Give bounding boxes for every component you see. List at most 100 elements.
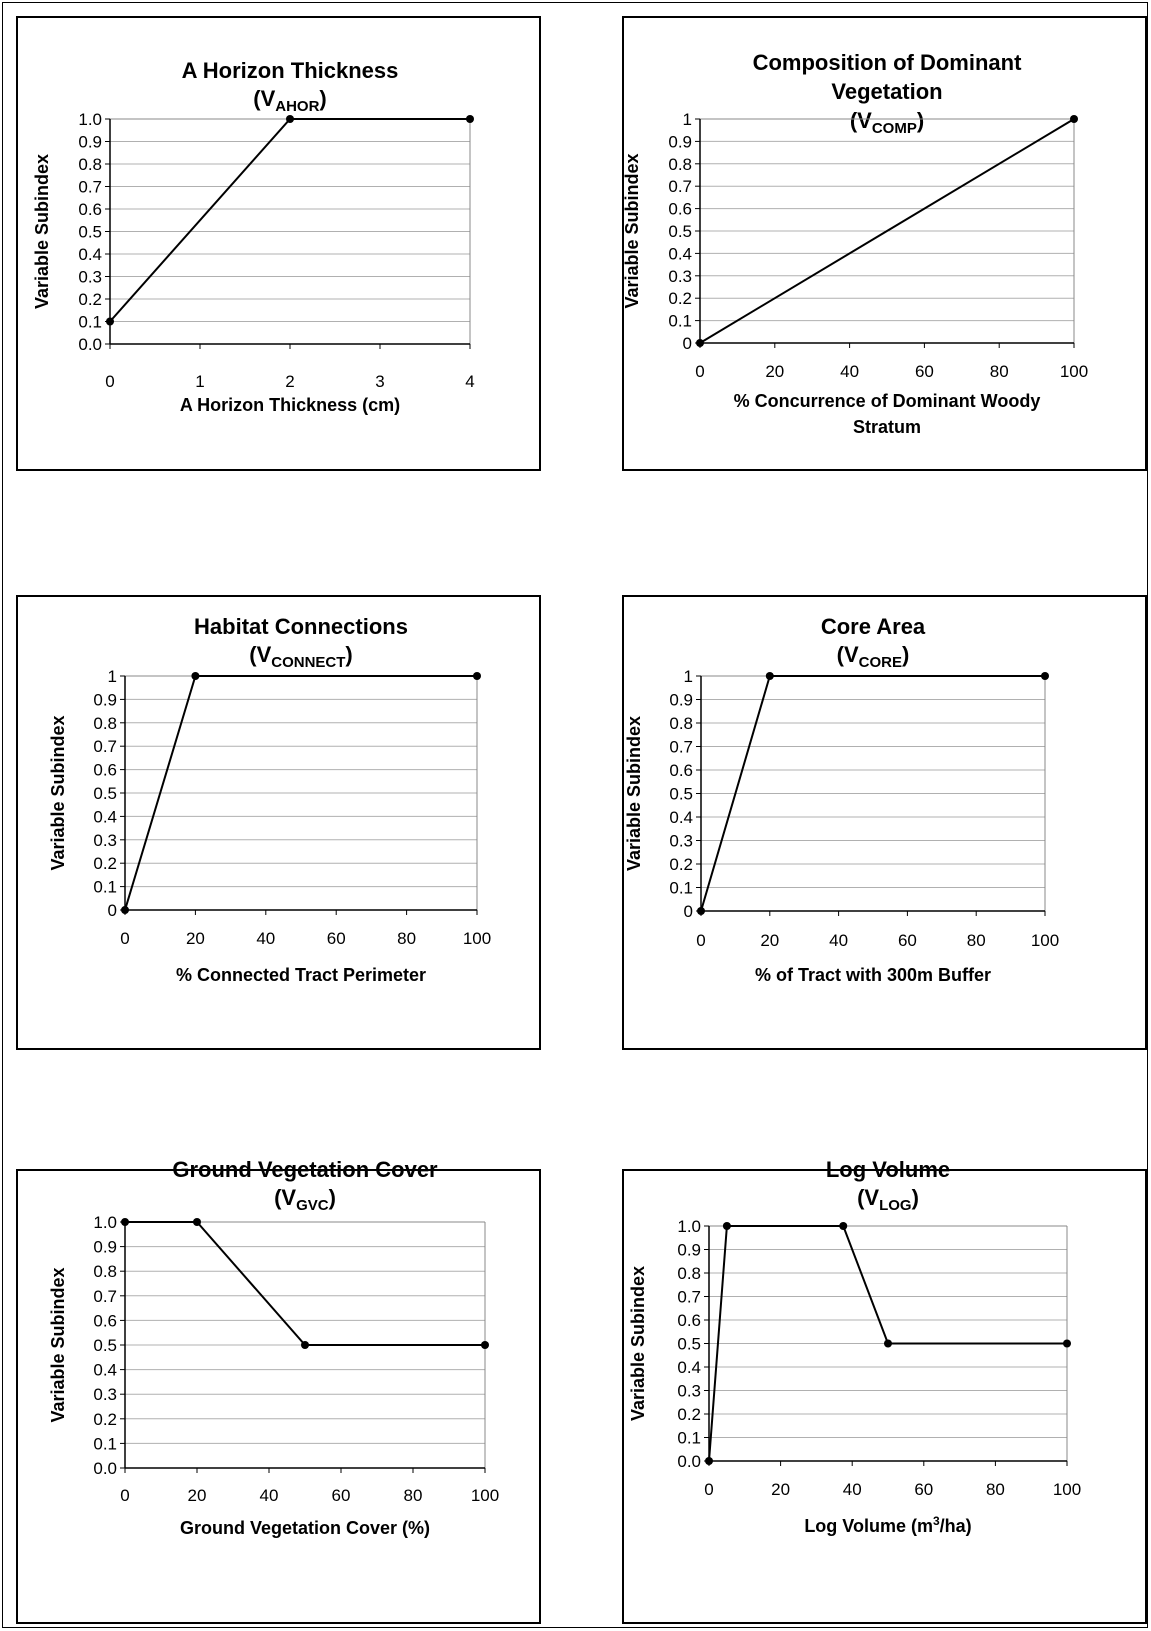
y-tick-label: 0.1 [78,313,102,332]
y-tick-label: 0.7 [93,737,117,756]
symbol-open: (V [850,108,872,133]
y-tick-label: 0 [683,334,692,353]
symbol-open: (V [837,642,859,667]
symbol-close: ) [902,642,909,667]
y-tick-label: 0.8 [93,714,117,733]
y-tick-label: 0.1 [669,879,693,898]
x-tick-label: 60 [914,1480,933,1499]
x-axis-label: % of Tract with 300m Buffer [755,965,991,985]
chart-title: Composition of Dominant [753,50,1023,75]
data-point [1041,672,1049,680]
y-axis-label: Variable Subindex [622,153,642,308]
y-tick-label: 0.2 [677,1405,701,1424]
y-tick-label: 0.5 [668,222,692,241]
x-tick-label: 3 [375,372,384,391]
y-tick-label: 0.7 [78,178,102,197]
data-point [884,1339,892,1348]
chart-title: Core Area [821,614,926,639]
symbol-subscript: AHOR [275,98,319,115]
y-tick-label: 0.7 [669,738,693,757]
y-tick-label: 0.0 [677,1452,701,1471]
x-tick-label: 40 [840,362,859,381]
data-point [466,115,474,123]
symbol-close: ) [917,108,924,133]
y-tick-label: 0.2 [93,854,117,873]
y-tick-label: 1 [683,110,692,129]
y-tick-label: 1 [684,667,693,686]
x-axis-label: A Horizon Thickness (cm) [180,395,400,415]
chart-svg: Habitat Connections (VCONNECT) 0 0.1 0.2 0.3 0… [48,614,491,985]
x-tick-label: 40 [829,931,848,950]
y-tick-label: 0.3 [93,831,117,850]
y-tick-label: 1.0 [93,1213,117,1232]
x-tick-label: 60 [327,929,346,948]
data-point [121,906,129,914]
symbol-close: ) [329,1185,336,1210]
chart-symbol: (VLOG) [857,1185,919,1214]
chart-panel-habitat-connections: Habitat Connections (VCONNECT) 0 0.1 0.2 0.3 0… [16,595,541,1050]
data-point [301,1341,309,1349]
y-tick-label: 0.0 [78,335,102,354]
x-tick-label: 0 [704,1480,713,1499]
y-tick-label: 0.9 [78,133,102,152]
y-tick-label: 0.1 [668,312,692,331]
symbol-open: (V [253,86,275,111]
y-tick-label: 0.8 [669,714,693,733]
chart-svg: Composition of Dominant Vegetation (VCOMP)… [622,50,1088,437]
symbol-open: (V [274,1185,296,1210]
chart-title: Vegetation [831,79,942,104]
y-tick-label: 0.3 [93,1385,117,1404]
x-tick-label: 80 [404,1486,423,1505]
y-tick-label: 0.4 [669,808,693,827]
x-tick-label: 60 [915,362,934,381]
y-tick-label: 0.4 [668,244,692,263]
symbol-subscript: CONNECT [271,654,345,671]
chart-panel-composition-dominant-vegetation: Composition of Dominant Vegetation (VCOMP)… [622,16,1147,471]
x-axis-label: % Concurrence of Dominant Woody [734,391,1041,411]
y-tick-label: 0 [684,902,693,921]
data-point [481,1341,489,1349]
y-tick-label: 0.8 [677,1264,701,1283]
data-point [286,115,294,123]
y-tick-label: 0.6 [93,761,117,780]
y-tick-label: 0.6 [668,200,692,219]
chart-title: A Horizon Thickness [182,58,399,83]
data-point [191,672,200,680]
data-point [705,1457,713,1465]
y-tick-label: 1.0 [78,110,102,129]
y-tick-label: 0.7 [93,1287,117,1306]
y-tick-label: 0.3 [677,1382,701,1401]
x-tick-label: 40 [260,1486,279,1505]
x-tick-label: 0 [695,362,704,381]
chart-svg: Core Area (VCORE) 0 0.1 0.2 0.3 0.4 0.5 0.6 0.7 0.… [624,614,1059,985]
chart-symbol: (VCORE) [837,642,910,671]
data-point [839,1222,848,1230]
data-point [1063,1339,1071,1348]
x-tick-label: 80 [990,362,1009,381]
x-tick-label: 100 [1060,362,1088,381]
y-tick-label: 0.3 [668,267,692,286]
x-tick-label: 2 [285,372,294,391]
y-axis-label: Variable Subindex [48,1267,68,1422]
y-axis-label: Variable Subindex [624,716,644,871]
x-tick-label: 20 [765,362,784,381]
data-point [765,672,774,680]
y-tick-label: 0.5 [669,785,693,804]
y-tick-label: 0.1 [93,878,117,897]
chart-symbol: (VCOMP) [850,108,924,137]
x-tick-label: 100 [1053,1480,1081,1499]
y-axis-label: Variable Subindex [32,154,52,309]
x-tick-label: 80 [397,929,416,948]
x-tick-label: 100 [463,929,491,948]
x-tick-label: 1 [195,372,204,391]
x-tick-label: 40 [843,1480,862,1499]
x-tick-label: 0 [696,931,705,950]
y-tick-label: 0.9 [93,1238,117,1257]
y-tick-label: 0.8 [78,155,102,174]
x-tick-label: 60 [898,931,917,950]
y-tick-label: 0.8 [668,155,692,174]
y-tick-label: 0.2 [78,290,102,309]
y-tick-label: 0.2 [668,289,692,308]
x-tick-label: 20 [186,929,205,948]
